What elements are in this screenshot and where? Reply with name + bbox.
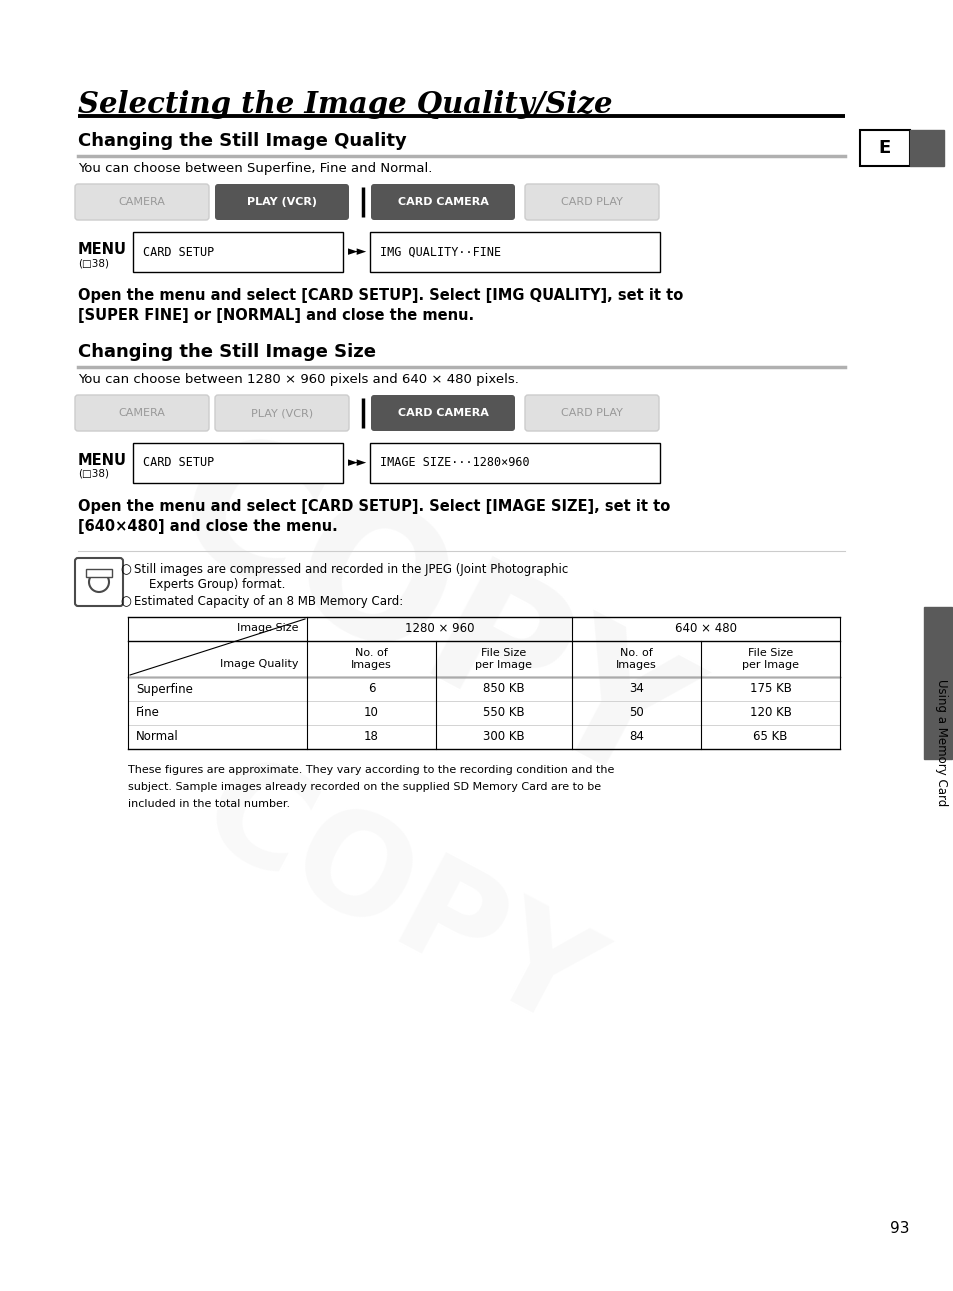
Text: 1280 × 960: 1280 × 960 (404, 622, 474, 635)
Text: 34: 34 (628, 683, 643, 696)
Text: CARD PLAY: CARD PLAY (560, 408, 622, 418)
Text: 84: 84 (628, 731, 643, 744)
Text: Image Size: Image Size (237, 624, 298, 633)
Text: 18: 18 (364, 731, 378, 744)
Text: Normal: Normal (136, 731, 178, 744)
Text: CARD SETUP: CARD SETUP (143, 457, 214, 470)
Text: You can choose between Superfine, Fine and Normal.: You can choose between Superfine, Fine a… (78, 161, 432, 176)
Text: 50: 50 (628, 706, 643, 719)
Text: [SUPER FINE] or [NORMAL] and close the menu.: [SUPER FINE] or [NORMAL] and close the m… (78, 309, 474, 323)
Text: [640×480] and close the menu.: [640×480] and close the menu. (78, 519, 337, 534)
Text: CARD PLAY: CARD PLAY (560, 198, 622, 207)
Text: 10: 10 (364, 706, 378, 719)
Text: E: E (878, 139, 890, 158)
Text: Open the menu and select [CARD SETUP]. Select [IMG QUALITY], set it to: Open the menu and select [CARD SETUP]. S… (78, 288, 682, 303)
Text: CARD SETUP: CARD SETUP (143, 245, 214, 258)
Text: File Size
per Image: File Size per Image (475, 648, 532, 670)
Text: COPY: COPY (143, 413, 710, 826)
Text: 850 KB: 850 KB (482, 683, 524, 696)
Text: (□38): (□38) (78, 258, 109, 269)
Text: ○: ○ (120, 595, 131, 608)
Text: ►►: ►► (348, 457, 367, 470)
Text: Image Quality: Image Quality (220, 658, 298, 669)
Text: MENU: MENU (78, 241, 127, 257)
Text: PLAY (VCR): PLAY (VCR) (247, 198, 316, 207)
Text: Selecting the Image Quality/Size: Selecting the Image Quality/Size (78, 90, 612, 119)
FancyBboxPatch shape (370, 232, 659, 272)
Text: PLAY (VCR): PLAY (VCR) (251, 408, 313, 418)
Text: IMAGE SIZE···1280×960: IMAGE SIZE···1280×960 (379, 457, 529, 470)
FancyBboxPatch shape (132, 232, 343, 272)
Text: No. of
Images: No. of Images (351, 648, 392, 670)
FancyBboxPatch shape (214, 395, 349, 431)
Text: Changing the Still Image Size: Changing the Still Image Size (78, 343, 375, 361)
Text: COPY: COPY (178, 741, 615, 1059)
FancyBboxPatch shape (371, 395, 515, 431)
Text: File Size
per Image: File Size per Image (741, 648, 799, 670)
Text: 175 KB: 175 KB (749, 683, 791, 696)
Text: CARD CAMERA: CARD CAMERA (397, 408, 488, 418)
Text: 6: 6 (367, 683, 375, 696)
Text: subject. Sample images already recorded on the supplied SD Memory Card are to be: subject. Sample images already recorded … (128, 782, 600, 791)
Text: 120 KB: 120 KB (749, 706, 791, 719)
Text: CARD CAMERA: CARD CAMERA (397, 198, 488, 207)
FancyBboxPatch shape (86, 569, 112, 577)
Bar (923, 607, 951, 759)
FancyBboxPatch shape (370, 443, 659, 483)
Text: Superfine: Superfine (136, 683, 193, 696)
Text: Using a Memory Card: Using a Memory Card (935, 679, 947, 807)
Text: Experts Group) format.: Experts Group) format. (133, 578, 285, 591)
Text: You can choose between 1280 × 960 pixels and 640 × 480 pixels.: You can choose between 1280 × 960 pixels… (78, 373, 518, 386)
FancyBboxPatch shape (75, 395, 209, 431)
FancyBboxPatch shape (859, 130, 909, 167)
Text: CAMERA: CAMERA (118, 198, 165, 207)
Text: (□38): (□38) (78, 469, 109, 479)
Text: Changing the Still Image Quality: Changing the Still Image Quality (78, 132, 406, 150)
Text: 93: 93 (889, 1221, 909, 1235)
FancyBboxPatch shape (132, 443, 343, 483)
FancyBboxPatch shape (75, 558, 123, 605)
Text: 65 KB: 65 KB (753, 731, 787, 744)
Text: 550 KB: 550 KB (482, 706, 524, 719)
Text: included in the total number.: included in the total number. (128, 799, 290, 809)
Text: These figures are approximate. They vary according to the recording condition an: These figures are approximate. They vary… (128, 766, 614, 775)
FancyBboxPatch shape (371, 185, 515, 219)
Text: ►►: ►► (348, 245, 367, 258)
Text: 640 × 480: 640 × 480 (675, 622, 737, 635)
Text: Open the menu and select [CARD SETUP]. Select [IMAGE SIZE], set it to: Open the menu and select [CARD SETUP]. S… (78, 500, 670, 514)
Text: Estimated Capacity of an 8 MB Memory Card:: Estimated Capacity of an 8 MB Memory Car… (133, 595, 403, 608)
Text: ○: ○ (120, 563, 131, 576)
FancyBboxPatch shape (524, 185, 659, 219)
Text: Still images are compressed and recorded in the JPEG (Joint Photographic: Still images are compressed and recorded… (133, 563, 568, 576)
FancyBboxPatch shape (75, 185, 209, 219)
FancyBboxPatch shape (214, 185, 349, 219)
Text: 300 KB: 300 KB (482, 731, 524, 744)
Text: IMG QUALITY··FINE: IMG QUALITY··FINE (379, 245, 500, 258)
FancyBboxPatch shape (524, 395, 659, 431)
Text: No. of
Images: No. of Images (616, 648, 657, 670)
Text: CAMERA: CAMERA (118, 408, 165, 418)
Text: Fine: Fine (136, 706, 160, 719)
Bar (909, 130, 943, 167)
Text: MENU: MENU (78, 453, 127, 469)
